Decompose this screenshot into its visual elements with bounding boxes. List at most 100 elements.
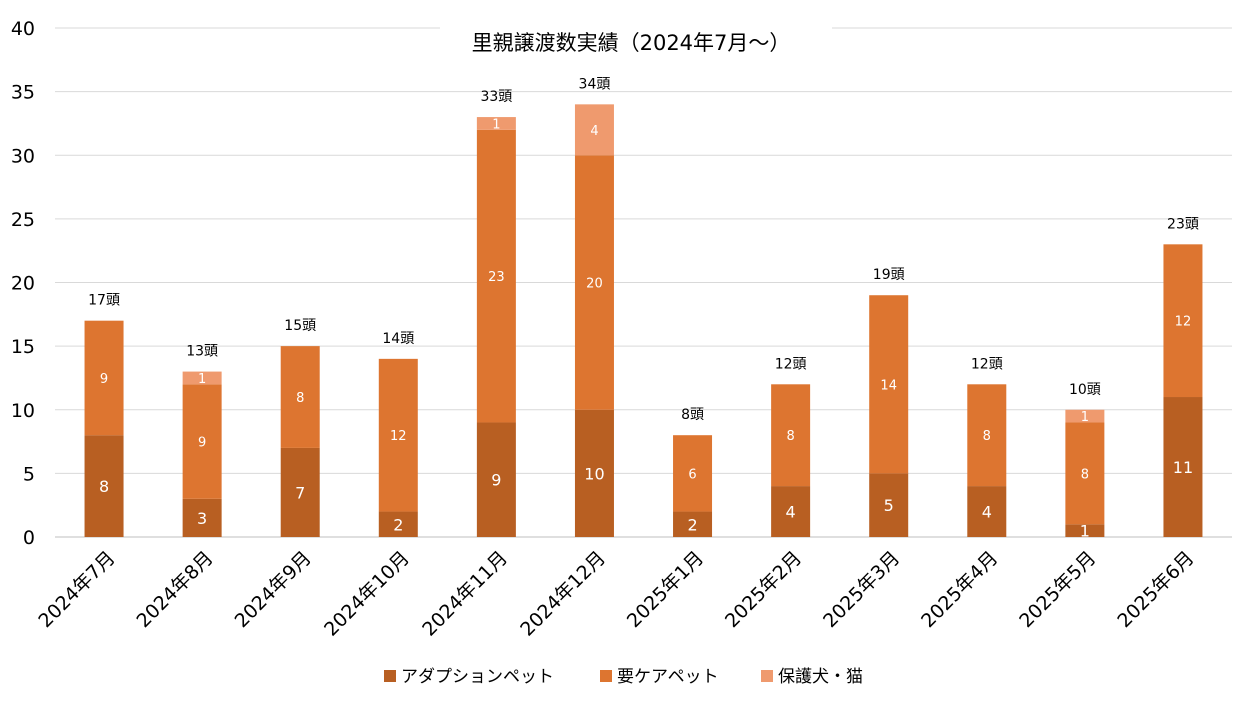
- data-label: 1: [198, 372, 206, 387]
- x-axis-ticks: 2024年7月 2024年8月 2024年9月 2024年10月 2024年11月 202…: [34, 547, 1198, 641]
- x-tick-label: 2025年2月: [721, 547, 806, 632]
- data-label: 8: [1081, 467, 1089, 482]
- x-tick-label: 2024年10月: [320, 547, 414, 641]
- bar-segment: [574, 104, 614, 156]
- bar-segment: [182, 498, 222, 537]
- x-tick-label: 2024年9月: [231, 547, 316, 632]
- bar-segment: [673, 511, 713, 537]
- x-tick-label: 2024年11月: [418, 547, 512, 641]
- y-tick-label: 10: [11, 400, 35, 422]
- y-tick-label: 25: [11, 209, 35, 231]
- x-tick-label: 2024年12月: [516, 547, 610, 641]
- bar-segment: [673, 435, 713, 512]
- total-label: 10頭: [1069, 382, 1101, 398]
- data-label: 6: [688, 467, 696, 482]
- bar-segment: [967, 384, 1007, 487]
- y-tick-label: 0: [23, 527, 35, 549]
- data-label: 12: [1175, 315, 1192, 330]
- data-label: 4: [982, 503, 992, 522]
- bar-segment: [574, 155, 614, 410]
- total-label: 14頭: [382, 331, 414, 347]
- bar-segment: [1065, 524, 1105, 537]
- data-label: 5: [884, 496, 894, 515]
- bars: 8 9 17頭 3 9 1 13頭 7 8 15頭 2 12 14頭 9 23 1 33頭 10 20 4 34頭 2 6 8…: [84, 76, 1203, 541]
- data-label: 8: [99, 477, 109, 496]
- data-label: 3: [197, 509, 207, 528]
- total-label: 12頭: [775, 356, 807, 372]
- bar-segment: [182, 384, 222, 499]
- data-label: 8: [786, 429, 794, 444]
- data-label: 4: [590, 124, 598, 139]
- data-label: 9: [491, 471, 501, 490]
- x-tick-label: 2025年6月: [1113, 547, 1198, 632]
- x-tick-label: 2025年5月: [1015, 547, 1100, 632]
- bar-segment: [1163, 244, 1203, 398]
- x-tick-label: 2025年3月: [819, 547, 904, 632]
- data-label: 4: [786, 503, 796, 522]
- chart-title: 里親譲渡数実績（2024年7月～）: [472, 31, 791, 55]
- total-label: 8頭: [681, 407, 704, 423]
- total-label: 12頭: [971, 356, 1003, 372]
- bar-segment: [476, 129, 516, 423]
- data-label: 2: [687, 515, 697, 534]
- bar-segment: [280, 447, 320, 537]
- total-label: 34頭: [579, 76, 611, 92]
- bar-segment: [869, 473, 909, 537]
- y-axis-ticks: 0 5 10 15 20 25 30 35 40: [11, 18, 35, 549]
- bar-segment: [378, 511, 418, 537]
- data-label: 10: [584, 464, 604, 483]
- total-label: 33頭: [480, 89, 512, 105]
- total-label: 15頭: [284, 318, 316, 334]
- title-background: [440, 22, 832, 62]
- bar-segment: [182, 371, 222, 385]
- x-tick-label: 2024年7月: [34, 547, 119, 632]
- total-label: 17頭: [88, 293, 120, 309]
- bar-segment: [476, 117, 516, 130]
- y-tick-label: 35: [11, 82, 35, 104]
- legend: アダプションペット 要ケアペット 保護犬・猫: [384, 667, 863, 687]
- bar-segment: [771, 384, 811, 487]
- total-label: 13頭: [186, 344, 218, 360]
- y-tick-label: 5: [23, 463, 35, 485]
- bar-segment: [84, 320, 124, 436]
- data-label: 1: [1081, 410, 1089, 425]
- data-label: 12: [390, 429, 407, 444]
- data-label: 23: [488, 270, 505, 285]
- bar-segment: [771, 486, 811, 537]
- data-label: 8: [983, 429, 991, 444]
- data-label: 9: [100, 372, 108, 387]
- bar-segment: [378, 358, 418, 512]
- bar-segment: [869, 295, 909, 474]
- total-label: 23頭: [1167, 216, 1199, 232]
- x-tick-label: 2025年4月: [917, 547, 1002, 632]
- legend-label: アダプションペット: [401, 667, 554, 687]
- data-label: 8: [296, 391, 304, 406]
- y-tick-label: 15: [11, 336, 35, 358]
- bar-segment: [280, 346, 320, 448]
- bar-segment: [1163, 397, 1203, 537]
- bar-segment: [1065, 422, 1105, 525]
- legend-swatch: [600, 670, 612, 682]
- y-tick-label: 40: [11, 18, 35, 40]
- data-label: 1: [492, 117, 500, 132]
- legend-label: 要ケアペット: [617, 667, 719, 687]
- data-label: 2: [393, 515, 403, 534]
- legend-swatch: [384, 670, 396, 682]
- legend-swatch: [761, 670, 773, 682]
- bar-segment: [476, 422, 516, 537]
- legend-label: 保護犬・猫: [778, 667, 863, 687]
- data-label: 1: [1080, 522, 1090, 541]
- data-label: 11: [1173, 458, 1193, 477]
- total-label: 19頭: [873, 267, 905, 283]
- bar-segment: [967, 486, 1007, 537]
- y-tick-label: 30: [11, 145, 35, 167]
- bar-segment: [84, 435, 124, 537]
- data-label: 14: [880, 378, 897, 393]
- data-label: 20: [586, 277, 603, 292]
- x-tick-label: 2024年8月: [132, 547, 217, 632]
- gridlines: [55, 27, 1232, 538]
- y-tick-label: 20: [11, 273, 35, 295]
- x-tick-label: 2025年1月: [623, 547, 708, 632]
- data-label: 7: [295, 483, 305, 502]
